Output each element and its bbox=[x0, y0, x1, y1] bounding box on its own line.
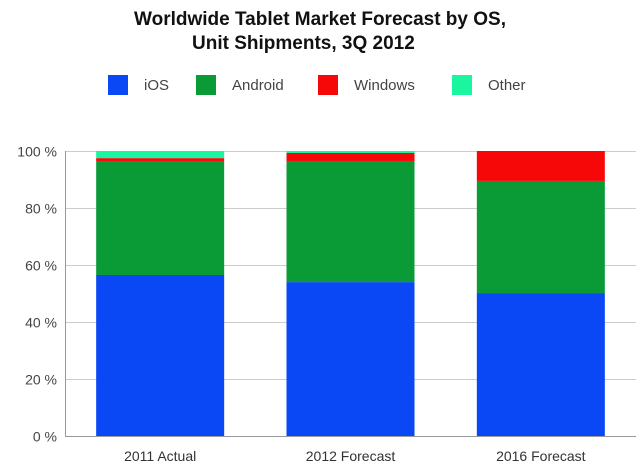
bar-windows-2 bbox=[286, 152, 415, 161]
y-tick-label-80: 80 % bbox=[25, 201, 57, 217]
bar-ios-3 bbox=[476, 293, 605, 436]
legend-item-windows: Windows bbox=[318, 72, 415, 98]
legend-swatch-ios bbox=[108, 75, 128, 95]
y-tick-label-40: 40 % bbox=[25, 315, 57, 331]
chart-title-line-1: Worldwide Tablet Market Forecast by OS, bbox=[134, 9, 506, 30]
bar-android-2 bbox=[286, 160, 415, 283]
x-tick-label-1: 2011 Actual bbox=[124, 448, 196, 464]
legend-item-other: Other bbox=[452, 72, 526, 98]
legend-label-other: Other bbox=[488, 76, 526, 94]
chart-title-line-2: Unit Shipments, 3Q 2012 bbox=[192, 33, 415, 54]
legend-label-android: Android bbox=[232, 76, 284, 94]
legend-label-ios: iOS bbox=[144, 76, 170, 94]
y-tick-label-20: 20 % bbox=[25, 372, 57, 388]
bar-windows-3 bbox=[476, 151, 605, 181]
chart-legend: iOS Android Windows Other bbox=[0, 72, 640, 98]
legend-item-android: Android bbox=[196, 72, 284, 98]
x-tick-label-3: 2016 Forecast bbox=[496, 448, 586, 464]
y-tick-label-0: 0 % bbox=[33, 429, 57, 445]
bar-android-3 bbox=[476, 180, 605, 294]
x-tick-label-2: 2012 Forecast bbox=[306, 448, 396, 464]
bar-other-2 bbox=[286, 151, 415, 153]
bar-android-1 bbox=[96, 160, 225, 275]
legend-swatch-android bbox=[196, 75, 216, 95]
bar-ios-1 bbox=[96, 274, 225, 436]
bar-ios-2 bbox=[286, 282, 415, 436]
legend-item-ios: iOS bbox=[108, 72, 169, 98]
legend-label-windows: Windows bbox=[354, 76, 415, 94]
y-tick-label-60: 60 % bbox=[25, 258, 57, 274]
bar-windows-1 bbox=[96, 158, 225, 161]
chart-title: Worldwide Tablet Market Forecast by OS, … bbox=[0, 8, 640, 56]
legend-swatch-other bbox=[452, 75, 472, 95]
y-tick-label-100: 100 % bbox=[17, 144, 57, 160]
legend-swatch-windows bbox=[318, 75, 338, 95]
bar-other-1 bbox=[96, 151, 225, 159]
